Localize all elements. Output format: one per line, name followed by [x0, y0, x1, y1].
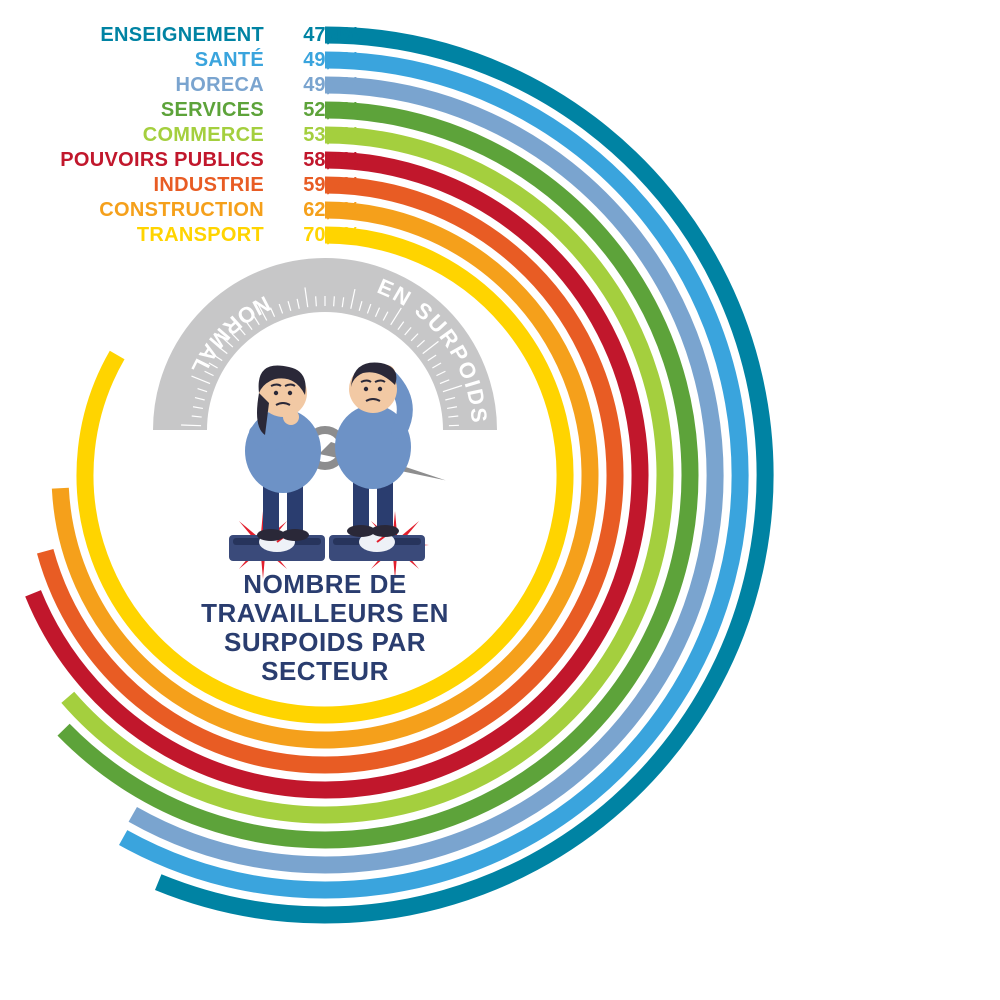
- label-row: TRANSPORT 70,3%: [0, 225, 360, 250]
- center-illustration: NORMALEN SURPOIDS: [180, 273, 492, 579]
- sector-value: 62,6%: [278, 200, 360, 221]
- sector-value: 49,0%: [278, 50, 360, 71]
- sector-name: TRANSPORT: [137, 225, 264, 246]
- label-row: CONSTRUCTION 62,6%: [0, 200, 360, 225]
- label-row: ENSEIGNEMENT 47,4%: [0, 25, 360, 50]
- sector-value: 58,1%: [278, 150, 360, 171]
- sector-name: ENSEIGNEMENT: [100, 25, 264, 46]
- radial-chart: NORMALEN SURPOIDS ENSEIGNEMENT 47,4% SANTÉ…: [0, 0, 1000, 1000]
- sector-value: 70,3%: [278, 225, 360, 246]
- sector-name: CONSTRUCTION: [99, 200, 264, 221]
- sector-value: 59,7%: [278, 175, 360, 196]
- label-row: INDUSTRIE 59,7%: [0, 175, 360, 200]
- gauge-tick: [334, 296, 335, 306]
- sector-name: COMMERCE: [143, 125, 264, 146]
- sector-value: 52,9%: [278, 100, 360, 121]
- sector-name: HORECA: [176, 75, 264, 96]
- sector-value: 49,1%: [278, 75, 360, 96]
- label-row: HORECA 49,1%: [0, 75, 360, 100]
- sector-value: 53,7%: [278, 125, 360, 146]
- person-icon: [335, 363, 411, 538]
- label-row: SERVICES 52,9%: [0, 100, 360, 125]
- person-icon: [245, 365, 321, 541]
- gauge-tick: [316, 296, 317, 306]
- sector-value: 47,4%: [278, 25, 360, 46]
- sector-name: SERVICES: [161, 100, 264, 121]
- sector-name: SANTÉ: [195, 50, 264, 71]
- scale-icon: [329, 532, 425, 561]
- label-row: COMMERCE 53,7%: [0, 125, 360, 150]
- sector-labels: ENSEIGNEMENT 47,4% SANTÉ 49,0% HORECA 49,1% SE…: [0, 25, 360, 250]
- sector-name: INDUSTRIE: [154, 175, 264, 196]
- chart-title: NOMBRE DE TRAVAILLEURS EN SURPOIDS PAR S…: [195, 570, 455, 686]
- label-row: SANTÉ 49,0%: [0, 50, 360, 75]
- gauge-tick: [181, 425, 201, 426]
- sector-name: POUVOIRS PUBLICS: [60, 150, 264, 171]
- label-row: POUVOIRS PUBLICS 58,1%: [0, 150, 360, 175]
